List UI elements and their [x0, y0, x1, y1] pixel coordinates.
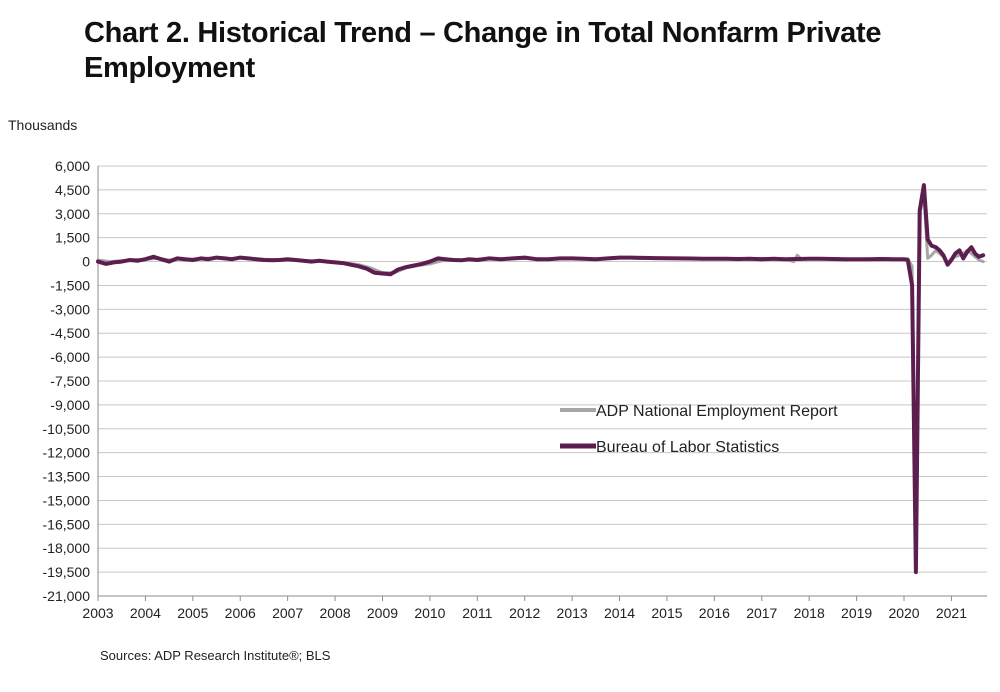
x-tick-label: 2006	[225, 605, 256, 621]
x-tick-label: 2015	[651, 605, 682, 621]
y-tick-label: -13,500	[43, 469, 91, 485]
chart-title-line-1: Chart 2. Historical Trend – Change in To…	[84, 17, 882, 49]
x-tick-label: 2004	[130, 605, 161, 621]
y-axis-label: Thousands	[8, 117, 78, 133]
y-tick-label: 1,500	[55, 230, 90, 246]
y-tick-label: 6,000	[55, 158, 90, 174]
source-note: Sources: ADP Research Institute®; BLS	[100, 648, 331, 663]
legend: ADP National Employment Report Bureau of …	[560, 403, 838, 456]
y-tick-label: -9,000	[50, 397, 90, 413]
x-tick-label: 2008	[319, 605, 350, 621]
x-tick-label: 2017	[746, 605, 777, 621]
x-tick-label: 2012	[509, 605, 540, 621]
legend-label-2: Bureau of Labor Statistics	[596, 439, 779, 456]
y-tick-label: -16,500	[43, 516, 91, 532]
y-tick-label: 4,500	[55, 182, 90, 198]
x-tick-label: 2005	[177, 605, 208, 621]
x-tick-label: 2013	[557, 605, 588, 621]
x-axis: 2003 2004 2005 2006 2007 2008 2009 2010 2011 2012…	[82, 595, 987, 621]
x-tick-label: 2007	[272, 605, 303, 621]
x-tick-label: 2011	[462, 605, 492, 621]
x-tick-label: 2018	[794, 605, 825, 621]
x-tick-label: 2019	[841, 605, 872, 621]
chart-title-line-2: Employment	[84, 52, 256, 84]
y-tick-label: -18,000	[43, 540, 91, 556]
x-tick-label: 2016	[699, 605, 730, 621]
x-tick-label: 2010	[414, 605, 445, 621]
y-tick-label: -21,000	[43, 588, 91, 604]
x-tick-label: 2021	[936, 605, 967, 621]
y-tick-label: -19,500	[43, 564, 91, 580]
y-tick-label: -12,000	[43, 445, 91, 461]
legend-label-1: ADP National Employment Report	[596, 403, 838, 420]
y-tick-label: 3,000	[55, 206, 90, 222]
x-tick-label: 2003	[82, 605, 113, 621]
y-tick-label: -7,500	[50, 373, 90, 389]
x-tick-label: 2009	[367, 605, 398, 621]
y-tick-label: -1,500	[50, 277, 90, 293]
y-tick-label: -10,500	[43, 421, 91, 437]
gridlines	[98, 165, 987, 597]
series-lines	[96, 183, 986, 575]
x-tick-label: 2014	[604, 605, 635, 621]
y-tick-label: 0	[82, 254, 90, 270]
y-tick-label: -6,000	[50, 349, 90, 365]
series-line-2	[96, 183, 986, 575]
y-axis: 6,000 4,500 3,000 1,500 0 -1,500 -3,000 -4,500 -…	[43, 158, 99, 604]
x-tick-label: 2020	[888, 605, 919, 621]
series-line-1	[96, 193, 985, 574]
y-tick-label: -4,500	[50, 325, 90, 341]
y-tick-label: -15,000	[43, 492, 91, 508]
y-tick-label: -3,000	[50, 301, 90, 317]
chart-title: Chart 2. Historical Trend – Change in To…	[84, 16, 984, 86]
